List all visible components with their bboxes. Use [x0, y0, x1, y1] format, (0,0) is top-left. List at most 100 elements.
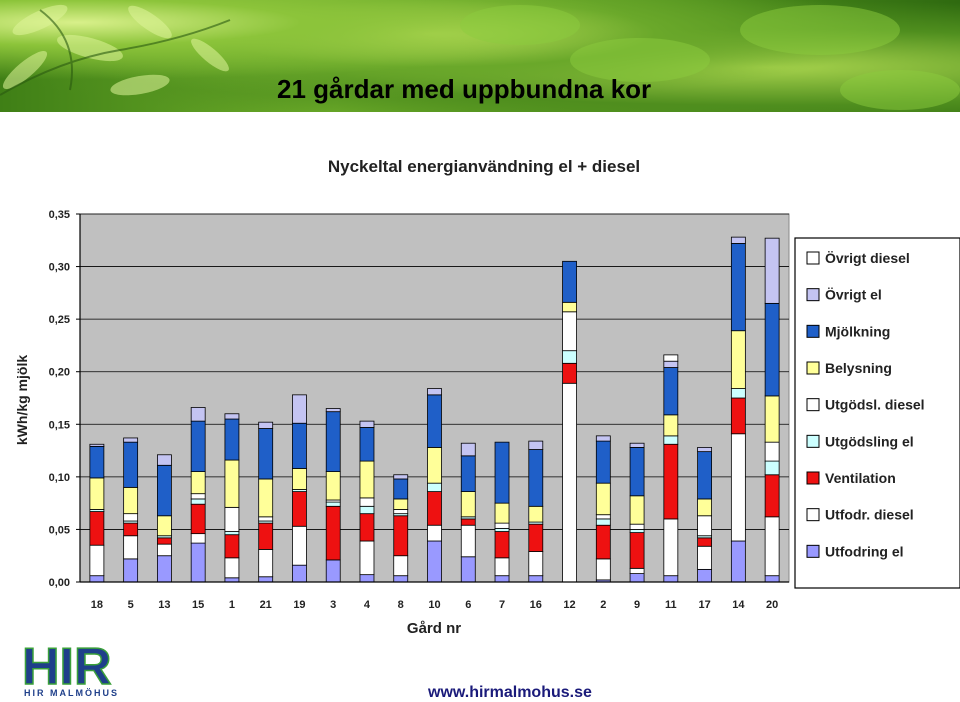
chart-legend: Övrigt diesel Övrigt el Mjölkning Belysning… — [794, 237, 960, 589]
bar-segment-mjölkning — [190, 420, 206, 473]
bar-segment-utfodr-diesel — [157, 543, 172, 557]
bar-segment-utgödsling-el — [494, 527, 510, 532]
bar-segment-mjölkning — [562, 260, 577, 303]
bar-segment-belysning — [764, 395, 780, 443]
bar-segment-övrigt-el — [663, 360, 679, 368]
bar-segment-mjölkning — [460, 455, 476, 492]
bar-segment-mjölkning — [697, 451, 712, 500]
bar-segment-utgödsl-diesel — [393, 509, 409, 515]
bar-segment-belysning — [460, 491, 476, 518]
header-banner: 21 gårdar med uppbundna kor — [0, 0, 960, 112]
bar-segment-mjölkning — [629, 447, 645, 497]
bar-segment-mjölkning — [663, 367, 679, 416]
bar-segment-utfodr-diesel — [663, 518, 679, 577]
bar-segment-belysning — [427, 447, 442, 484]
x-tick-label: 8 — [398, 599, 404, 611]
bar-segment-övrigt-el — [595, 435, 611, 442]
bar-segment-ventilation — [730, 397, 746, 435]
bar-segment-ventilation — [157, 537, 172, 545]
x-tick-label: 11 — [665, 599, 677, 611]
bar-segment-ventilation — [528, 523, 544, 552]
legend-label: Övrigt el — [825, 287, 882, 303]
bar-segment-belysning — [89, 477, 105, 510]
bar-segment-utfodring-el — [629, 573, 645, 583]
bar-segment-utfodring-el — [393, 575, 409, 583]
bar-segment-utfodr-diesel — [562, 382, 577, 583]
bar-segment-utfodr-diesel — [764, 516, 780, 577]
bar-segment-övrigt-el — [123, 437, 139, 443]
bar-segment-övrigt-el — [697, 447, 712, 453]
bar-segment-utfodr-diesel — [359, 540, 375, 576]
x-tick-label: 16 — [530, 599, 542, 611]
bar-segment-utgödsl-diesel — [697, 515, 712, 537]
legend-label: Övrigt diesel — [825, 250, 910, 266]
bar-segment-utgödsling-el — [427, 482, 442, 492]
bar-segment-övrigt-el — [258, 421, 274, 429]
energy-chart: Nyckeltal energianvändning el + diesel 0… — [14, 157, 960, 637]
x-tick-label: 18 — [91, 599, 103, 611]
bar-segment-utfodr-diesel — [123, 535, 139, 560]
bar-segment-utfodring-el — [460, 556, 476, 583]
legend-box — [794, 237, 960, 589]
legend-label: Utgödsling el — [825, 433, 914, 449]
slide-title: 21 gårdar med uppbundna kor — [277, 74, 652, 104]
bar-segment-utfodr-diesel — [528, 551, 544, 577]
x-tick-label: 17 — [698, 599, 710, 611]
bar-segment-belysning — [663, 414, 679, 437]
bar-segment-ventilation — [359, 513, 375, 542]
website-link[interactable]: www.hirmalmohus.se — [428, 684, 592, 701]
bar-segment-belysning — [292, 468, 307, 490]
bar-segment-utgödsling-el — [325, 501, 341, 507]
bar-segment-övrigt-el — [528, 440, 544, 450]
bar-segment-utgödsling-el — [562, 350, 577, 364]
x-tick-label: 6 — [465, 599, 471, 611]
x-tick-label: 3 — [330, 599, 336, 611]
bar-segment-utfodr-diesel — [89, 544, 105, 577]
bar-segment-utgödsl-diesel — [258, 516, 274, 522]
bar-segment-utfodring-el — [157, 555, 172, 583]
bar-segment-ventilation — [697, 537, 712, 547]
bar-segment-övrigt-el — [190, 407, 206, 422]
bar-segment-övrigt-diesel — [663, 354, 679, 362]
bar-segment-belysning — [697, 498, 712, 517]
x-tick-label: 7 — [499, 599, 505, 611]
bar-segment-mjölkning — [494, 441, 510, 504]
y-tick-label: 0,30 — [49, 262, 70, 274]
y-tick-label: 0,25 — [49, 314, 70, 326]
bar-segment-utfodr-diesel — [730, 433, 746, 542]
bar-segment-belysning — [730, 330, 746, 389]
logo-subtitle: HIR MALMÖHUS — [24, 688, 119, 698]
bar-segment-mjölkning — [359, 427, 375, 462]
bar-segment-mjölkning — [325, 411, 341, 473]
y-axis-label: kWh/kg mjölk — [14, 355, 30, 445]
bar-segment-belysning — [258, 478, 274, 518]
x-tick-label: 4 — [364, 599, 371, 611]
x-tick-label: 15 — [192, 599, 204, 611]
bar-segment-belysning — [224, 459, 240, 508]
bar-segment-belysning — [190, 471, 206, 495]
bar-segment-utfodring-el — [359, 574, 375, 583]
bar-segment-mjölkning — [258, 428, 274, 480]
bar-segment-mjölkning — [764, 302, 780, 397]
x-tick-label: 12 — [563, 599, 575, 611]
x-tick-label: 1 — [229, 599, 235, 611]
legend-swatch — [806, 434, 820, 448]
x-tick-label: 2 — [600, 599, 606, 611]
bar-segment-utfodr-diesel — [393, 555, 409, 577]
bar-segment-utgödsling-el — [595, 518, 611, 526]
bar-segment-utfodring-el — [697, 568, 712, 583]
legend-swatch — [806, 361, 820, 375]
bar-segment-utgödsl-diesel — [562, 311, 577, 352]
bar-segment-mjölkning — [123, 441, 139, 488]
leaf-background-image — [0, 4, 960, 110]
bar-segment-ventilation — [393, 515, 409, 557]
legend-swatch — [806, 508, 820, 522]
legend-label: Utgödsl. diesel — [825, 397, 925, 413]
bar-segment-utgödsling-el — [224, 531, 240, 536]
bar-segment-utfodring-el — [292, 564, 307, 583]
bar-segment-utfodr-diesel — [494, 557, 510, 577]
bar-segment-utgödsling-el — [663, 435, 679, 445]
x-axis-label: Gård nr — [407, 620, 461, 637]
bar-segment-ventilation — [494, 531, 510, 559]
legend-label: Utfodring el — [825, 543, 904, 559]
